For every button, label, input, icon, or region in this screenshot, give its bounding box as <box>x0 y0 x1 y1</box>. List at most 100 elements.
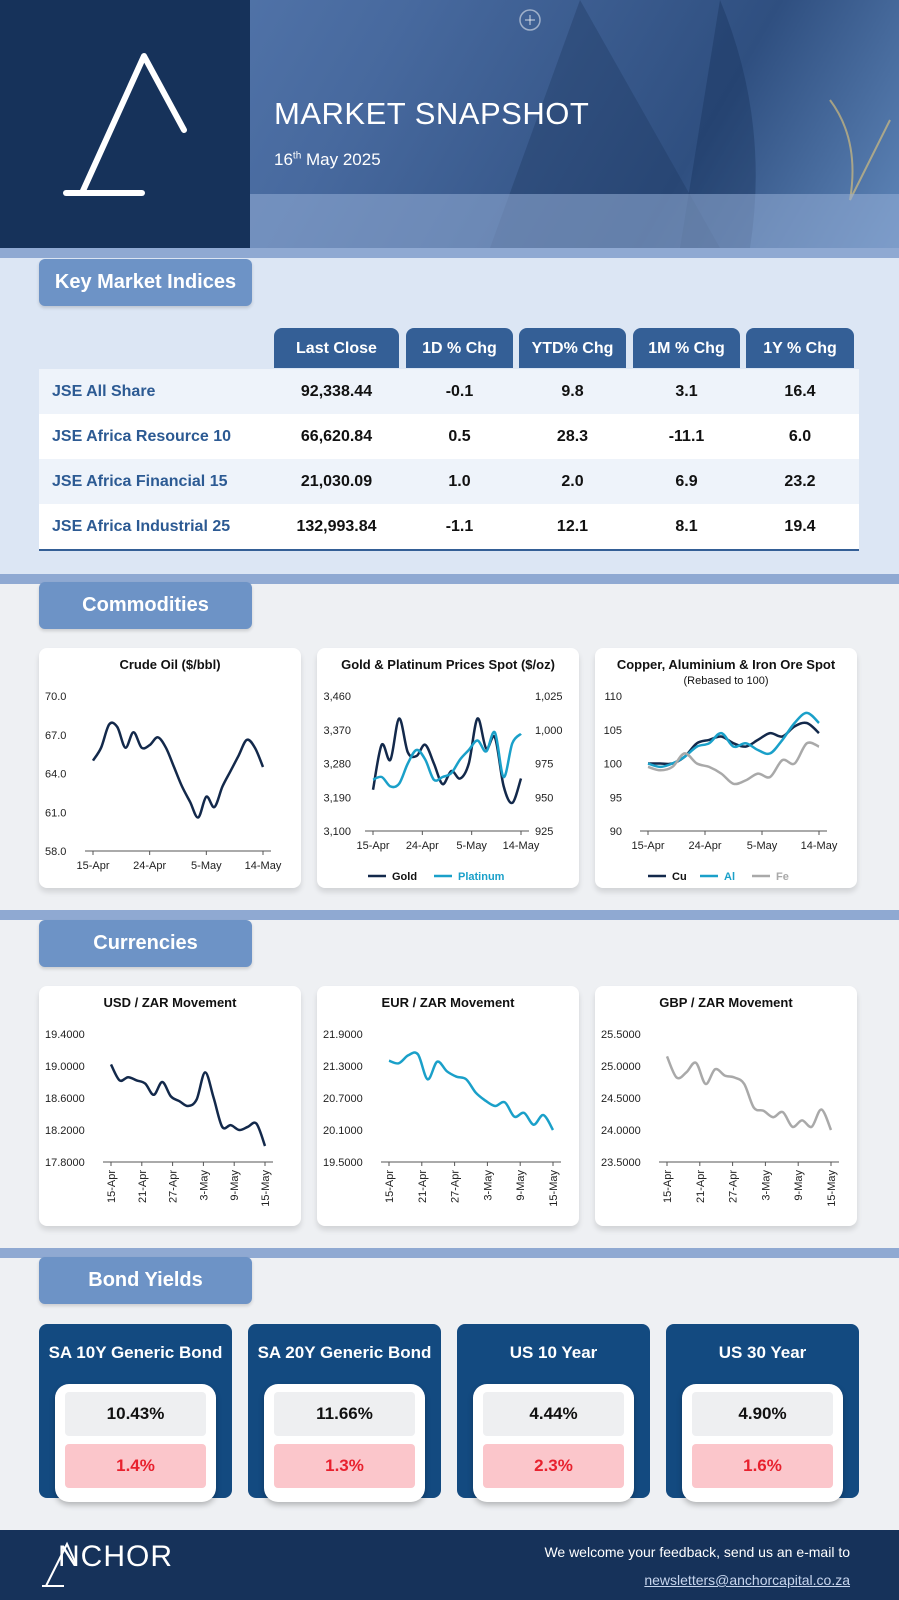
feedback-message: We welcome your feedback, send us an e-m… <box>544 1544 850 1560</box>
chart-subtitle: (Rebased to 100) <box>683 675 769 687</box>
y-tick-label: 19.0000 <box>45 1061 85 1073</box>
x-tick-label: 5-May <box>456 840 487 852</box>
1y-chg-value: 23.2 <box>784 473 816 490</box>
x-tick-label: 9-May <box>515 1170 527 1201</box>
bond-title: SA 20Y Generic Bond <box>257 1343 432 1362</box>
section-title-indices: Key Market Indices <box>39 259 252 306</box>
bond-title: SA 10Y Generic Bond <box>48 1343 223 1362</box>
x-tick-label: 27-Apr <box>168 1170 180 1203</box>
x-tick-label: 21-Apr <box>695 1170 707 1203</box>
x-tick-label: 9-May <box>793 1170 805 1201</box>
x-tick-label: 24-Apr <box>688 840 721 852</box>
series-line-cu <box>648 721 820 766</box>
chart-card-crude-oil: Crude Oil ($/bbl) 70.0 67.0 64.0 61.0 58.0 15… <box>39 648 301 888</box>
section-divider <box>0 910 899 920</box>
y-tick-label: 18.2000 <box>45 1125 85 1137</box>
legend-label: Al <box>724 871 735 883</box>
bond-yield-change: 1.3% <box>274 1444 415 1488</box>
y-tick-label: 67.0 <box>45 730 66 742</box>
chart-card-gold-platinum: Gold & Platinum Prices Spot ($/oz) 3,460… <box>317 648 579 888</box>
bond-values-panel: 4.44% 2.3% <box>473 1384 634 1502</box>
x-tick-label: 3-May <box>482 1170 494 1201</box>
1m-chg-value: 3.1 <box>675 383 698 400</box>
1m-chg-value: -11.1 <box>668 428 705 445</box>
last-close-value: 92,338.44 <box>300 383 373 400</box>
x-tick-label: 14-May <box>245 860 282 872</box>
last-close-value: 21,030.09 <box>300 473 373 490</box>
bond-yield-level: 4.44% <box>483 1392 624 1436</box>
col-header-1y-chg: 1Y % Chg <box>746 328 854 368</box>
footer: NCHOR We welcome your feedback, send us … <box>0 1530 899 1600</box>
anchor-a-small-logo-icon <box>42 1541 77 1587</box>
section-title-bonds: Bond Yields <box>39 1257 252 1304</box>
legend-label: Fe <box>776 871 789 883</box>
ytd-chg-value: 12.1 <box>556 518 589 535</box>
y-tick-label: 18.6000 <box>45 1093 85 1105</box>
1m-chg-value: 6.9 <box>675 473 698 490</box>
x-tick-label: 27-Apr <box>450 1170 462 1203</box>
bond-yield-level: 4.90% <box>692 1392 833 1436</box>
last-close-value: 66,620.84 <box>300 428 373 445</box>
table-bottom-rule <box>39 549 859 551</box>
y-tick-label: 3,100 <box>323 826 351 838</box>
ytd-chg-value: 9.8 <box>561 383 584 400</box>
x-tick-label: 14-May <box>801 840 838 852</box>
header-band <box>250 194 899 248</box>
y-tick-label: 105 <box>604 725 622 737</box>
bond-yield-change: 1.4% <box>65 1444 206 1488</box>
chart-svg: 70.0 67.0 64.0 61.0 58.0 15-Apr 24-Apr 5-May 14-… <box>45 691 282 872</box>
table-row: JSE Africa Financial 15 21,030.09 1.0 2.… <box>39 459 859 504</box>
y-tick-label: 25.5000 <box>601 1029 641 1041</box>
bond-yield-level: 11.66% <box>274 1392 415 1436</box>
series-line-platinum <box>372 730 522 789</box>
col-header-1d-chg: 1D % Chg <box>406 328 513 368</box>
y-tick-label: 21.3000 <box>323 1061 363 1073</box>
x-tick-label: 5-May <box>191 860 222 872</box>
x-tick-label: 14-May <box>503 840 540 852</box>
col-header-last-close: Last Close <box>274 328 399 368</box>
x-tick-label: 15-Apr <box>356 840 389 852</box>
index-name: JSE All Share <box>52 383 156 400</box>
report-date: 16th May 2025 <box>274 150 381 169</box>
y-tick-label: 3,280 <box>323 759 351 771</box>
table-row: JSE Africa Industrial 25 132,993.84 -1.1… <box>39 504 859 549</box>
section-divider <box>0 574 899 584</box>
y-tick-label: 70.0 <box>45 691 66 703</box>
col-header-1m-chg: 1M % Chg <box>633 328 740 368</box>
bond-values-panel: 10.43% 1.4% <box>55 1384 216 1502</box>
x-tick-label: 15-Apr <box>662 1170 674 1203</box>
feedback-email-link[interactable]: newsletters@anchorcapital.co.za <box>644 1572 850 1588</box>
x-tick-label: 15-Apr <box>106 1170 118 1203</box>
x-tick-label: 15-Apr <box>384 1170 396 1203</box>
y-tick-label: 19.4000 <box>45 1029 85 1041</box>
last-close-value: 132,993.84 <box>296 518 377 535</box>
chart-svg: 19.4000 19.0000 18.6000 18.2000 17.8000 15-Ap… <box>45 1029 273 1207</box>
x-tick-label: 27-Apr <box>728 1170 740 1203</box>
1y-chg-value: 19.4 <box>784 518 816 535</box>
1d-chg-value: -0.1 <box>445 383 474 400</box>
y-tick-label: 58.0 <box>45 846 66 858</box>
x-tick-label: 5-May <box>747 840 778 852</box>
legend-label: Cu <box>672 871 687 883</box>
x-tick-label: 3-May <box>760 1170 772 1201</box>
chart-svg: 21.9000 21.3000 20.7000 20.1000 19.5000 15-Ap… <box>323 1029 561 1207</box>
x-tick-label: 15-Apr <box>76 860 109 872</box>
bond-card-sa-10y: SA 10Y Generic Bond 10.43% 1.4% <box>39 1324 232 1502</box>
chart-title: Copper, Aluminium & Iron Ore Spot <box>616 657 836 672</box>
bond-yield-change: 2.3% <box>483 1444 624 1488</box>
bond-values-panel: 4.90% 1.6% <box>682 1384 843 1502</box>
y-tick-label: 90 <box>610 826 622 838</box>
series-line-al <box>647 711 820 769</box>
sailboat-background-image <box>490 0 891 248</box>
x-tick-label: 15-May <box>260 1170 272 1207</box>
x-tick-label: 15-May <box>826 1170 838 1207</box>
footer-logo-wordmark: NCHOR <box>58 1540 173 1573</box>
legend-label: Platinum <box>458 871 505 883</box>
x-tick-label: 15-Apr <box>631 840 664 852</box>
section-title-currencies: Currencies <box>39 920 252 967</box>
page-title: MARKET SNAPSHOT <box>274 96 590 131</box>
series-line-fe <box>647 741 820 786</box>
ytd-chg-value: 28.3 <box>556 428 589 445</box>
y-tick-label: 21.9000 <box>323 1029 363 1041</box>
chart-title: GBP / ZAR Movement <box>659 995 793 1010</box>
